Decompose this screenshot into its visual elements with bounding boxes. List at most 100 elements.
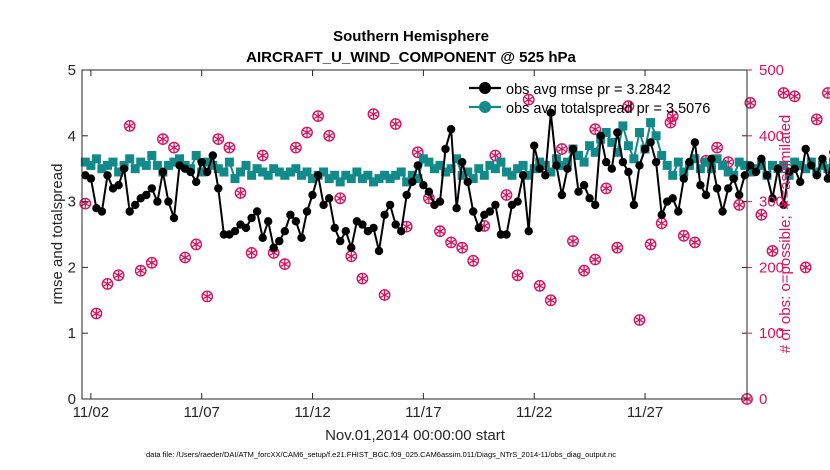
obs-assimilated-point: [136, 266, 146, 276]
spread-point: [413, 174, 423, 184]
spread-point: [502, 167, 511, 177]
rmse-point: [640, 144, 650, 154]
obs-assimilated-point: [779, 88, 788, 98]
spread-point: [136, 157, 146, 167]
spread-point: [546, 167, 556, 177]
spread-point: [513, 164, 523, 174]
rmse-point: [707, 154, 716, 163]
rmse-point: [385, 200, 395, 210]
spread-point: [828, 157, 830, 167]
spread-point: [324, 174, 334, 184]
spread-point: [779, 160, 789, 170]
spread-point: [319, 167, 329, 177]
spread-point: [629, 154, 639, 164]
rmse-point: [651, 157, 661, 167]
rmse-point: [203, 167, 212, 177]
obs-assimilated-point: [812, 114, 822, 124]
rmse-point: [762, 171, 772, 180]
rmse-point: [474, 223, 483, 233]
rmse-point: [579, 181, 589, 190]
spread-point: [357, 174, 367, 184]
rmse-point: [463, 177, 472, 187]
spread-point: [285, 167, 295, 177]
rmse-point: [446, 125, 456, 134]
right-axis-ticks: 0 100 200 300 400 500: [742, 62, 784, 408]
obs-assimilated-point: [768, 246, 777, 256]
spread-point: [468, 174, 478, 184]
rmse-point: [286, 210, 295, 219]
spread-point: [529, 164, 539, 174]
spread-point: [407, 170, 417, 180]
rmse-point: [97, 207, 107, 216]
obs-possible-point: [456, 241, 469, 254]
rmse-point: [724, 184, 733, 193]
obs-possible-point: [411, 146, 424, 159]
right-tick-label: 100: [759, 325, 784, 342]
spread-point: [490, 164, 500, 174]
left-tick-label: 0: [68, 391, 76, 408]
rmse-point: [153, 197, 162, 206]
right-tick-label: 300: [759, 194, 784, 211]
rmse-point: [535, 164, 544, 173]
spread-point: [795, 160, 805, 170]
obs-possible-point: [677, 229, 690, 242]
rmse-point: [618, 157, 628, 167]
obs-possible-point: [201, 290, 214, 303]
obs-possible-point: [367, 108, 380, 121]
spread-point: [585, 141, 595, 151]
rmse-point: [768, 194, 777, 203]
rmse-point: [563, 164, 572, 173]
obs-possible-point: [489, 149, 502, 162]
obs-assimilated-point: [535, 281, 545, 291]
obs-possible-point: [544, 294, 557, 307]
spread-point: [230, 174, 240, 184]
obs-possible-point: [766, 244, 779, 257]
obs-assimilated-point: [679, 231, 689, 241]
rmse-point: [186, 167, 195, 177]
obs-assimilated-point: [435, 226, 445, 236]
obs-assimilated-point: [601, 183, 611, 193]
rmse-point: [690, 138, 700, 147]
left-tick-label: 1: [68, 325, 76, 342]
obs-possible-point: [578, 264, 590, 277]
spread-point: [374, 174, 384, 184]
rmse-point: [629, 200, 639, 210]
left-tick-label: 2: [68, 259, 76, 276]
obs-assimilated-point: [757, 210, 766, 220]
rmse-point: [801, 144, 810, 154]
obs-assimilated-point: [502, 190, 511, 200]
obs-possible-point: [378, 289, 391, 301]
spread-point: [463, 167, 473, 177]
obs-possible-point: [445, 236, 457, 249]
rmse-point: [280, 227, 289, 236]
obs-assimilated-point: [213, 134, 223, 144]
spread-point: [380, 170, 390, 180]
obs-possible-point: [179, 251, 192, 264]
rmse-point: [435, 197, 445, 206]
obs-assimilated-point: [468, 256, 478, 266]
rmse-point: [602, 157, 611, 167]
left-tick-label: 3: [68, 194, 76, 211]
x-tick-label: 11/17: [405, 404, 441, 421]
spread-point: [130, 164, 140, 174]
rmse-point: [679, 174, 688, 183]
obs-assimilated-point: [103, 279, 112, 289]
spread-point: [341, 170, 351, 180]
obs-possible-point: [689, 236, 701, 249]
obs-assimilated-point: [324, 131, 334, 141]
spread-point: [524, 170, 534, 180]
spread-point: [125, 154, 135, 164]
spread-point: [690, 154, 700, 164]
spread-point: [801, 164, 811, 174]
rmse-point: [779, 200, 788, 210]
obs-possible-point: [467, 254, 480, 267]
rmse-point: [701, 190, 711, 200]
chart-title-line1: Southern Hemisphere: [333, 28, 489, 45]
rmse-point: [319, 200, 328, 210]
rmse-point: [740, 171, 749, 180]
obs-assimilated-point: [612, 243, 622, 253]
spread-point: [740, 160, 750, 170]
obs-assimilated-point: [114, 270, 123, 280]
